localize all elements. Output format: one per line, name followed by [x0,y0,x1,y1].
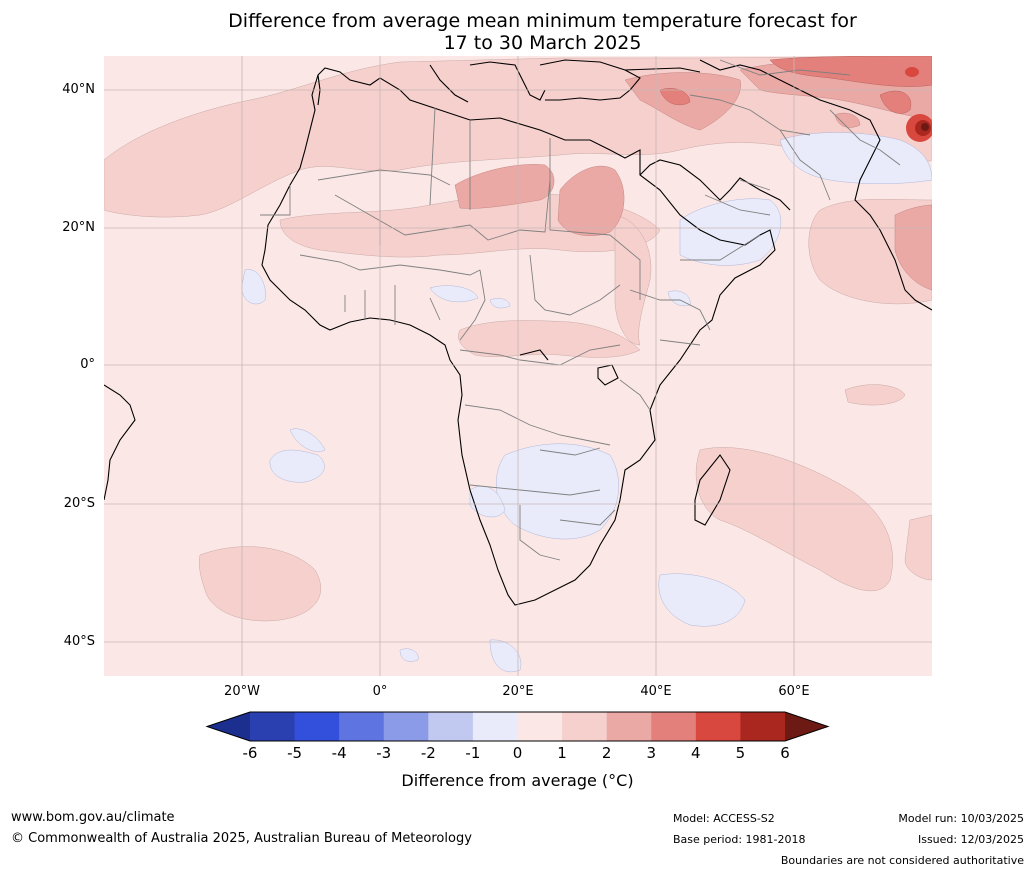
boundaries-disclaimer: Boundaries are not considered authoritat… [780,854,1024,867]
lon-label-0: 0° [372,684,388,699]
website-link[interactable]: www.bom.gov.au/climate [11,810,175,825]
colorbar-segment [428,712,474,741]
colorbar-segment [562,712,608,741]
colorbar-segment [383,712,429,741]
colorbar-segment [517,712,563,741]
colorbar-tick-label: -1 [465,744,481,762]
lon-label-60e: 60°E [778,684,810,699]
colorbar-segment [250,712,296,741]
lat-label-20n: 20°N [62,220,95,235]
colorbar [205,711,830,742]
colorbar-tick-label: 4 [691,744,701,762]
anomaly-neg1-0-regions [241,132,932,673]
colorbar-tick-label: -6 [242,744,258,762]
colorbar-tick-label: 2 [601,744,612,762]
colorbar-tick-label: -2 [420,744,436,762]
base-period: Base period: 1981-2018 [673,833,806,846]
lat-label-40s: 40°S [63,634,95,649]
colorbar-title: Difference from average (°C) [401,771,634,790]
colorbar-tick-label: 1 [557,744,567,762]
lat-label-20s: 20°S [63,496,95,511]
colorbar-outline [205,711,830,742]
colorbar-tick-label: 0 [512,744,523,762]
title-line-1: Difference from average mean minimum tem… [228,10,857,32]
colorbar-segment [740,712,786,741]
colorbar-segment [472,712,518,741]
colorbar-segment [339,712,385,741]
colorbar-tick-label: -4 [331,744,347,762]
colorbar-tick-label: -5 [287,744,303,762]
title-line-2: 17 to 30 March 2025 [443,32,642,54]
anomaly-hot-spot [905,67,932,142]
colorbar-extend-low [207,712,250,741]
colorbar-tick-label: 5 [735,744,746,762]
lat-label-0: 0° [80,357,95,372]
lon-label-20e: 20°E [502,684,534,699]
copyright-notice: © Commonwealth of Australia 2025, Austra… [11,831,472,846]
lon-label-20w: 20°W [224,684,260,699]
colorbar-tick-label: 3 [646,744,657,762]
colorbar-tick-label: -3 [376,744,392,762]
colorbar-segment [695,712,741,741]
colorbar-segment [606,712,652,741]
colorbar-segment [651,712,697,741]
colorbar-tick-label: 6 [780,744,790,762]
anomaly-3-4-regions [659,56,932,114]
graticule [104,56,932,676]
lon-label-40e: 40°E [640,684,672,699]
colorbar-extend-high [785,712,828,741]
issued-date: Issued: 12/03/2025 [917,833,1024,846]
map-title: Difference from average mean minimum tem… [0,10,1035,54]
colorbar-segment [294,712,340,741]
map-panel [104,56,932,676]
lat-label-40n: 40°N [62,82,95,97]
country-borders [260,59,901,561]
model-run-date: Model run: 10/03/2025 [898,812,1024,825]
model-name: Model: ACCESS-S2 [673,812,775,825]
